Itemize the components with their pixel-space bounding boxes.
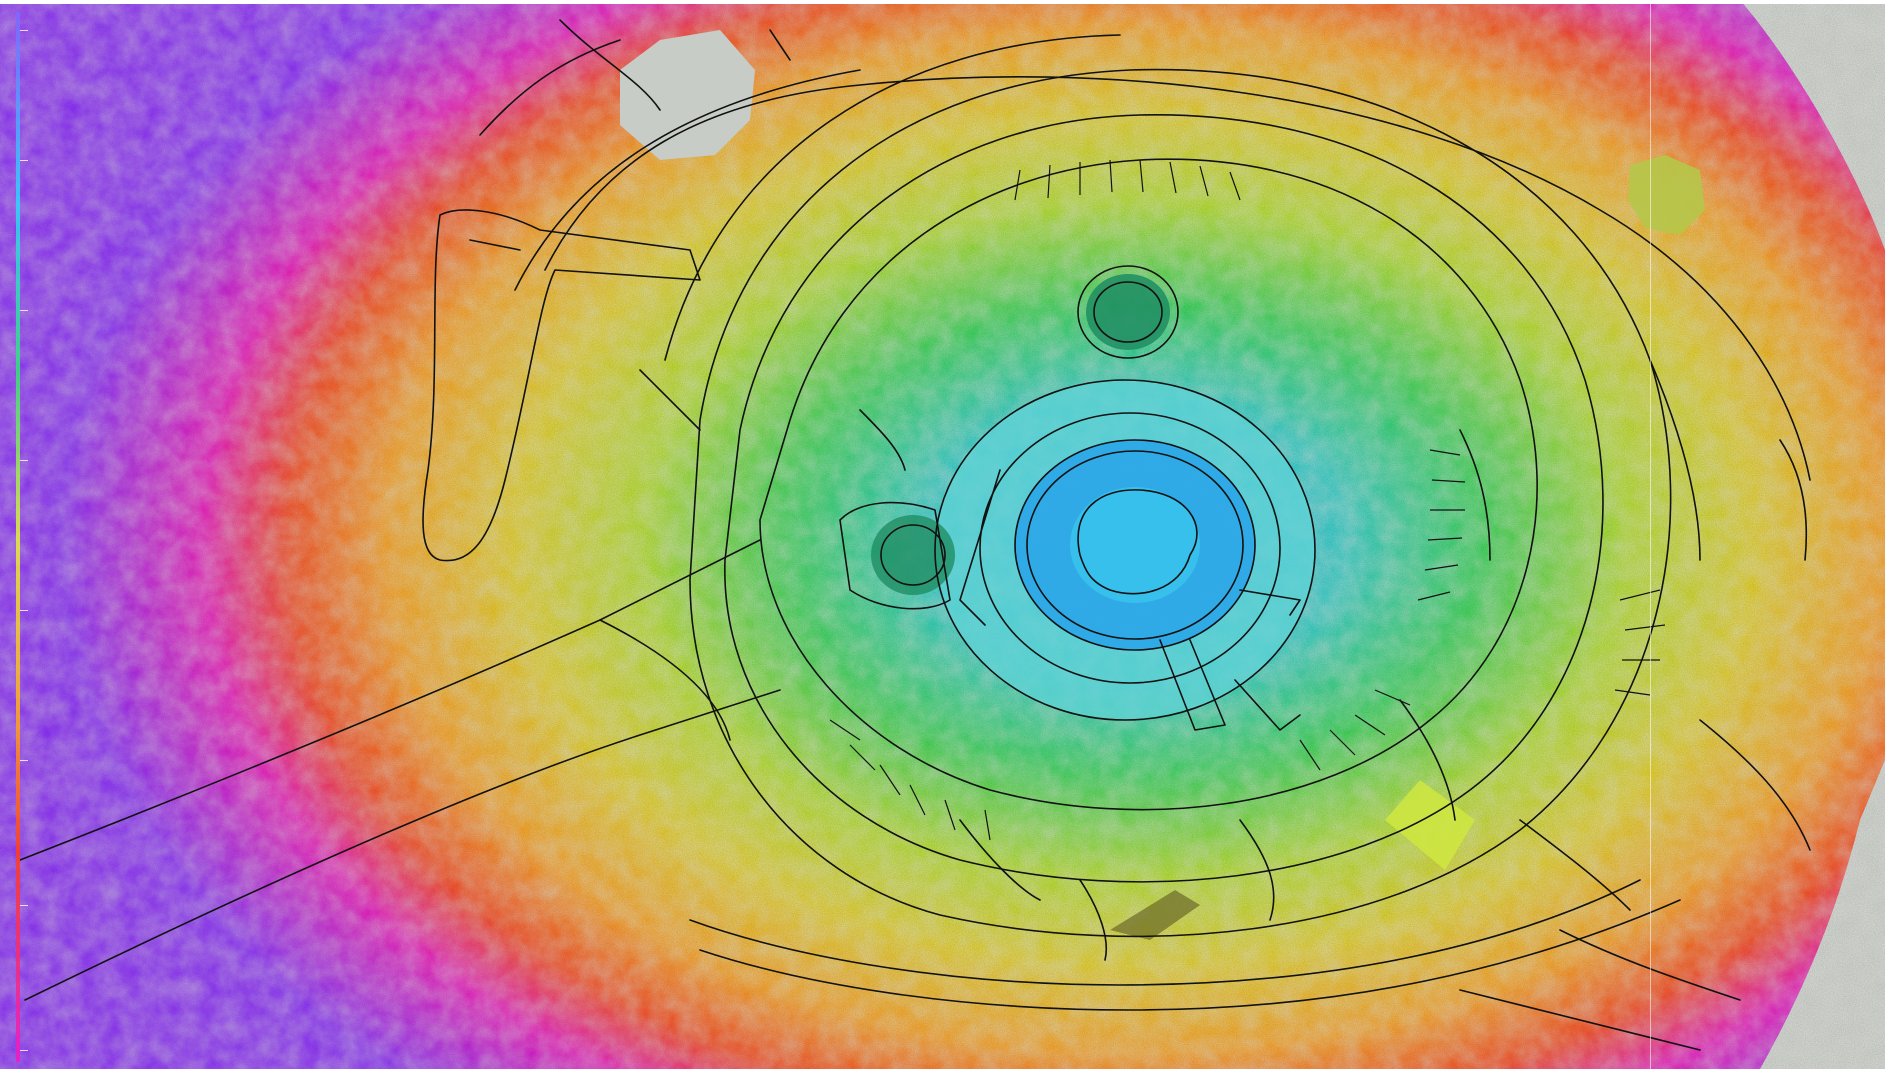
scale-tick	[20, 460, 28, 461]
scale-tick	[20, 310, 28, 311]
frame-top-edge	[0, 0, 1885, 4]
scale-tick	[20, 905, 28, 906]
lower-pit	[1110, 890, 1200, 940]
slope-hatching	[829, 159, 1666, 841]
scale-tick	[20, 760, 28, 761]
vertical-guide-line	[1650, 0, 1651, 1069]
scale-tick	[20, 160, 28, 161]
scale-tick	[20, 1050, 28, 1051]
tower-center	[1070, 487, 1200, 603]
elevation-scale-bar	[16, 12, 20, 1062]
rock-patch-top	[620, 30, 755, 160]
scale-tick	[20, 610, 28, 611]
rock-patch-right	[1628, 155, 1705, 235]
contour-lines	[19, 19, 1811, 1051]
side-cell-left	[871, 515, 955, 595]
scale-tick	[20, 30, 28, 31]
side-cell-top	[1086, 274, 1170, 350]
lower-right-slab	[1385, 780, 1475, 870]
